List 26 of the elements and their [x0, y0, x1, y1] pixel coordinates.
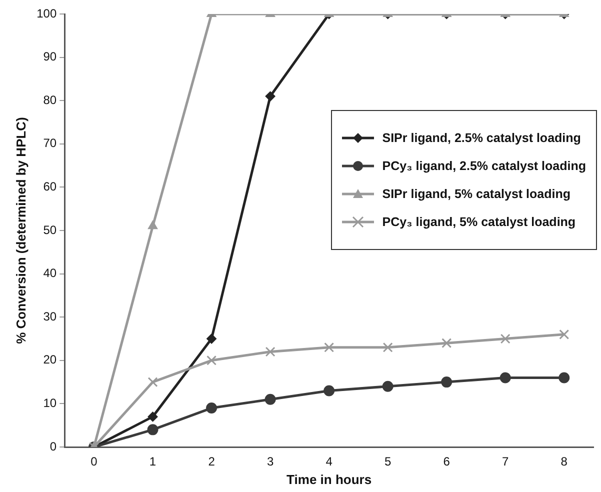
y-tick-label: 50: [43, 222, 57, 237]
legend-label: SIPr ligand, 5% catalyst loading: [382, 187, 570, 201]
y-tick-label: 70: [43, 136, 57, 150]
x-tick-label: 1: [149, 454, 156, 469]
legend-label: SIPr ligand, 2.5% catalyst loading: [382, 131, 581, 145]
x-tick-label: 0: [90, 454, 98, 469]
y-tick-label: 60: [43, 180, 57, 194]
y-tick-label: 90: [43, 50, 57, 64]
x-tick-label: 6: [443, 454, 450, 469]
x-tick-label: 3: [266, 454, 274, 469]
legend-label: PCy₃ ligand, 2.5% catalyst loading: [382, 159, 586, 173]
legend-label: PCy₃ ligand, 5% catalyst loading: [382, 215, 576, 229]
x-tick-label: 2: [208, 454, 216, 469]
y-tick-label: 80: [43, 92, 57, 107]
y-axis-title: % Conversion (determined by HPLC): [13, 117, 28, 344]
y-tick-label: 0: [50, 439, 57, 454]
y-tick-label: 100: [36, 6, 57, 20]
y-tick-label: 30: [43, 309, 57, 324]
x-tick-label: 8: [560, 454, 568, 469]
x-axis-title: Time in hours: [286, 472, 372, 487]
y-tick-label: 40: [43, 266, 57, 280]
y-tick-label: 20: [43, 352, 57, 367]
x-tick-label: 7: [502, 454, 510, 469]
y-tick-label: 10: [43, 396, 57, 410]
x-tick-label: 5: [384, 454, 392, 469]
x-tick-label: 4: [326, 454, 333, 469]
